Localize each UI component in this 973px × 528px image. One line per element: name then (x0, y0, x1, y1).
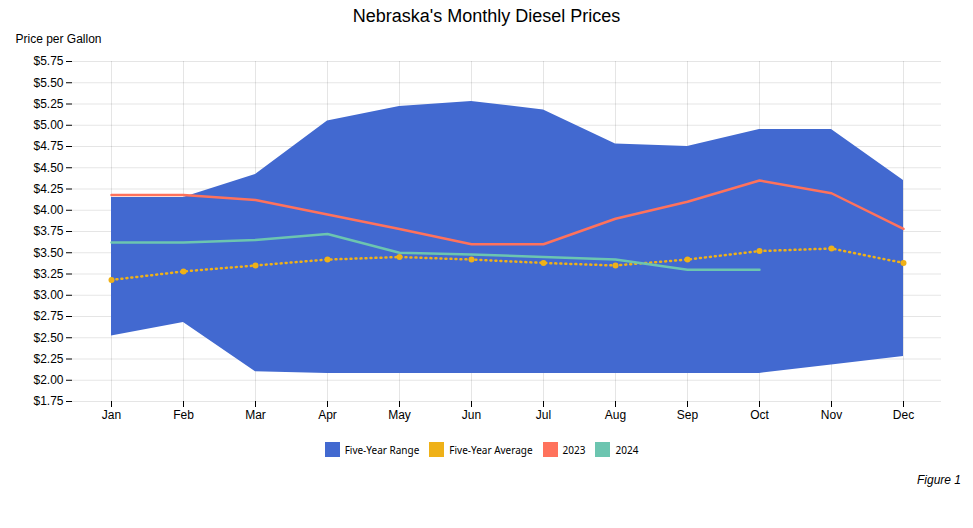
svg-text:$3.75: $3.75 (33, 224, 63, 238)
svg-text:$4.50: $4.50 (33, 161, 63, 175)
svg-text:Oct: Oct (750, 408, 769, 422)
svg-text:$5.50: $5.50 (33, 76, 63, 90)
html-text:2024: 2024 (615, 442, 639, 457)
svg-text:$3.50: $3.50 (33, 246, 63, 260)
html-text:Five-Year Range: Five-Year Range (344, 442, 420, 457)
svg-text:Apr: Apr (318, 408, 337, 422)
svg-text:Feb: Feb (173, 408, 194, 422)
svg-text:$4.00: $4.00 (33, 203, 63, 217)
svg-text:$2.00: $2.00 (33, 373, 63, 387)
svg-text:$2.25: $2.25 (33, 352, 63, 366)
html-text:Figure 1: Figure 1 (917, 473, 961, 487)
svg-text:$2.75: $2.75 (33, 309, 63, 323)
svg-text:Jan: Jan (102, 408, 121, 422)
svg-text:Jun: Jun (462, 408, 481, 422)
html-text:Nebraska's Monthly Diesel Pric: Nebraska's Monthly Diesel Prices (352, 6, 621, 26)
svg-text:Price per Gallon: Price per Gallon (16, 32, 102, 46)
svg-text:$4.75: $4.75 (33, 139, 63, 153)
svg-text:Sep: Sep (677, 408, 699, 422)
svg-text:Mar: Mar (245, 408, 266, 422)
svg-text:$2.50: $2.50 (33, 331, 63, 345)
svg-text:May: May (388, 408, 411, 422)
svg-text:$5.00: $5.00 (33, 118, 63, 132)
svg-text:$3.25: $3.25 (33, 267, 63, 281)
svg-text:$5.75: $5.75 (33, 54, 63, 68)
svg-text:$4.25: $4.25 (33, 182, 63, 196)
html-text:2023: 2023 (562, 442, 586, 457)
html-text:Five-Year Average: Five-Year Average (449, 442, 533, 457)
svg-text:$5.25: $5.25 (33, 97, 63, 111)
svg-text:Nov: Nov (821, 408, 842, 422)
svg-text:Dec: Dec (893, 408, 914, 422)
svg-text:Jul: Jul (536, 408, 551, 422)
svg-text:$1.75: $1.75 (33, 394, 63, 408)
svg-text:$3.00: $3.00 (33, 288, 63, 302)
svg-text:Aug: Aug (605, 408, 626, 422)
